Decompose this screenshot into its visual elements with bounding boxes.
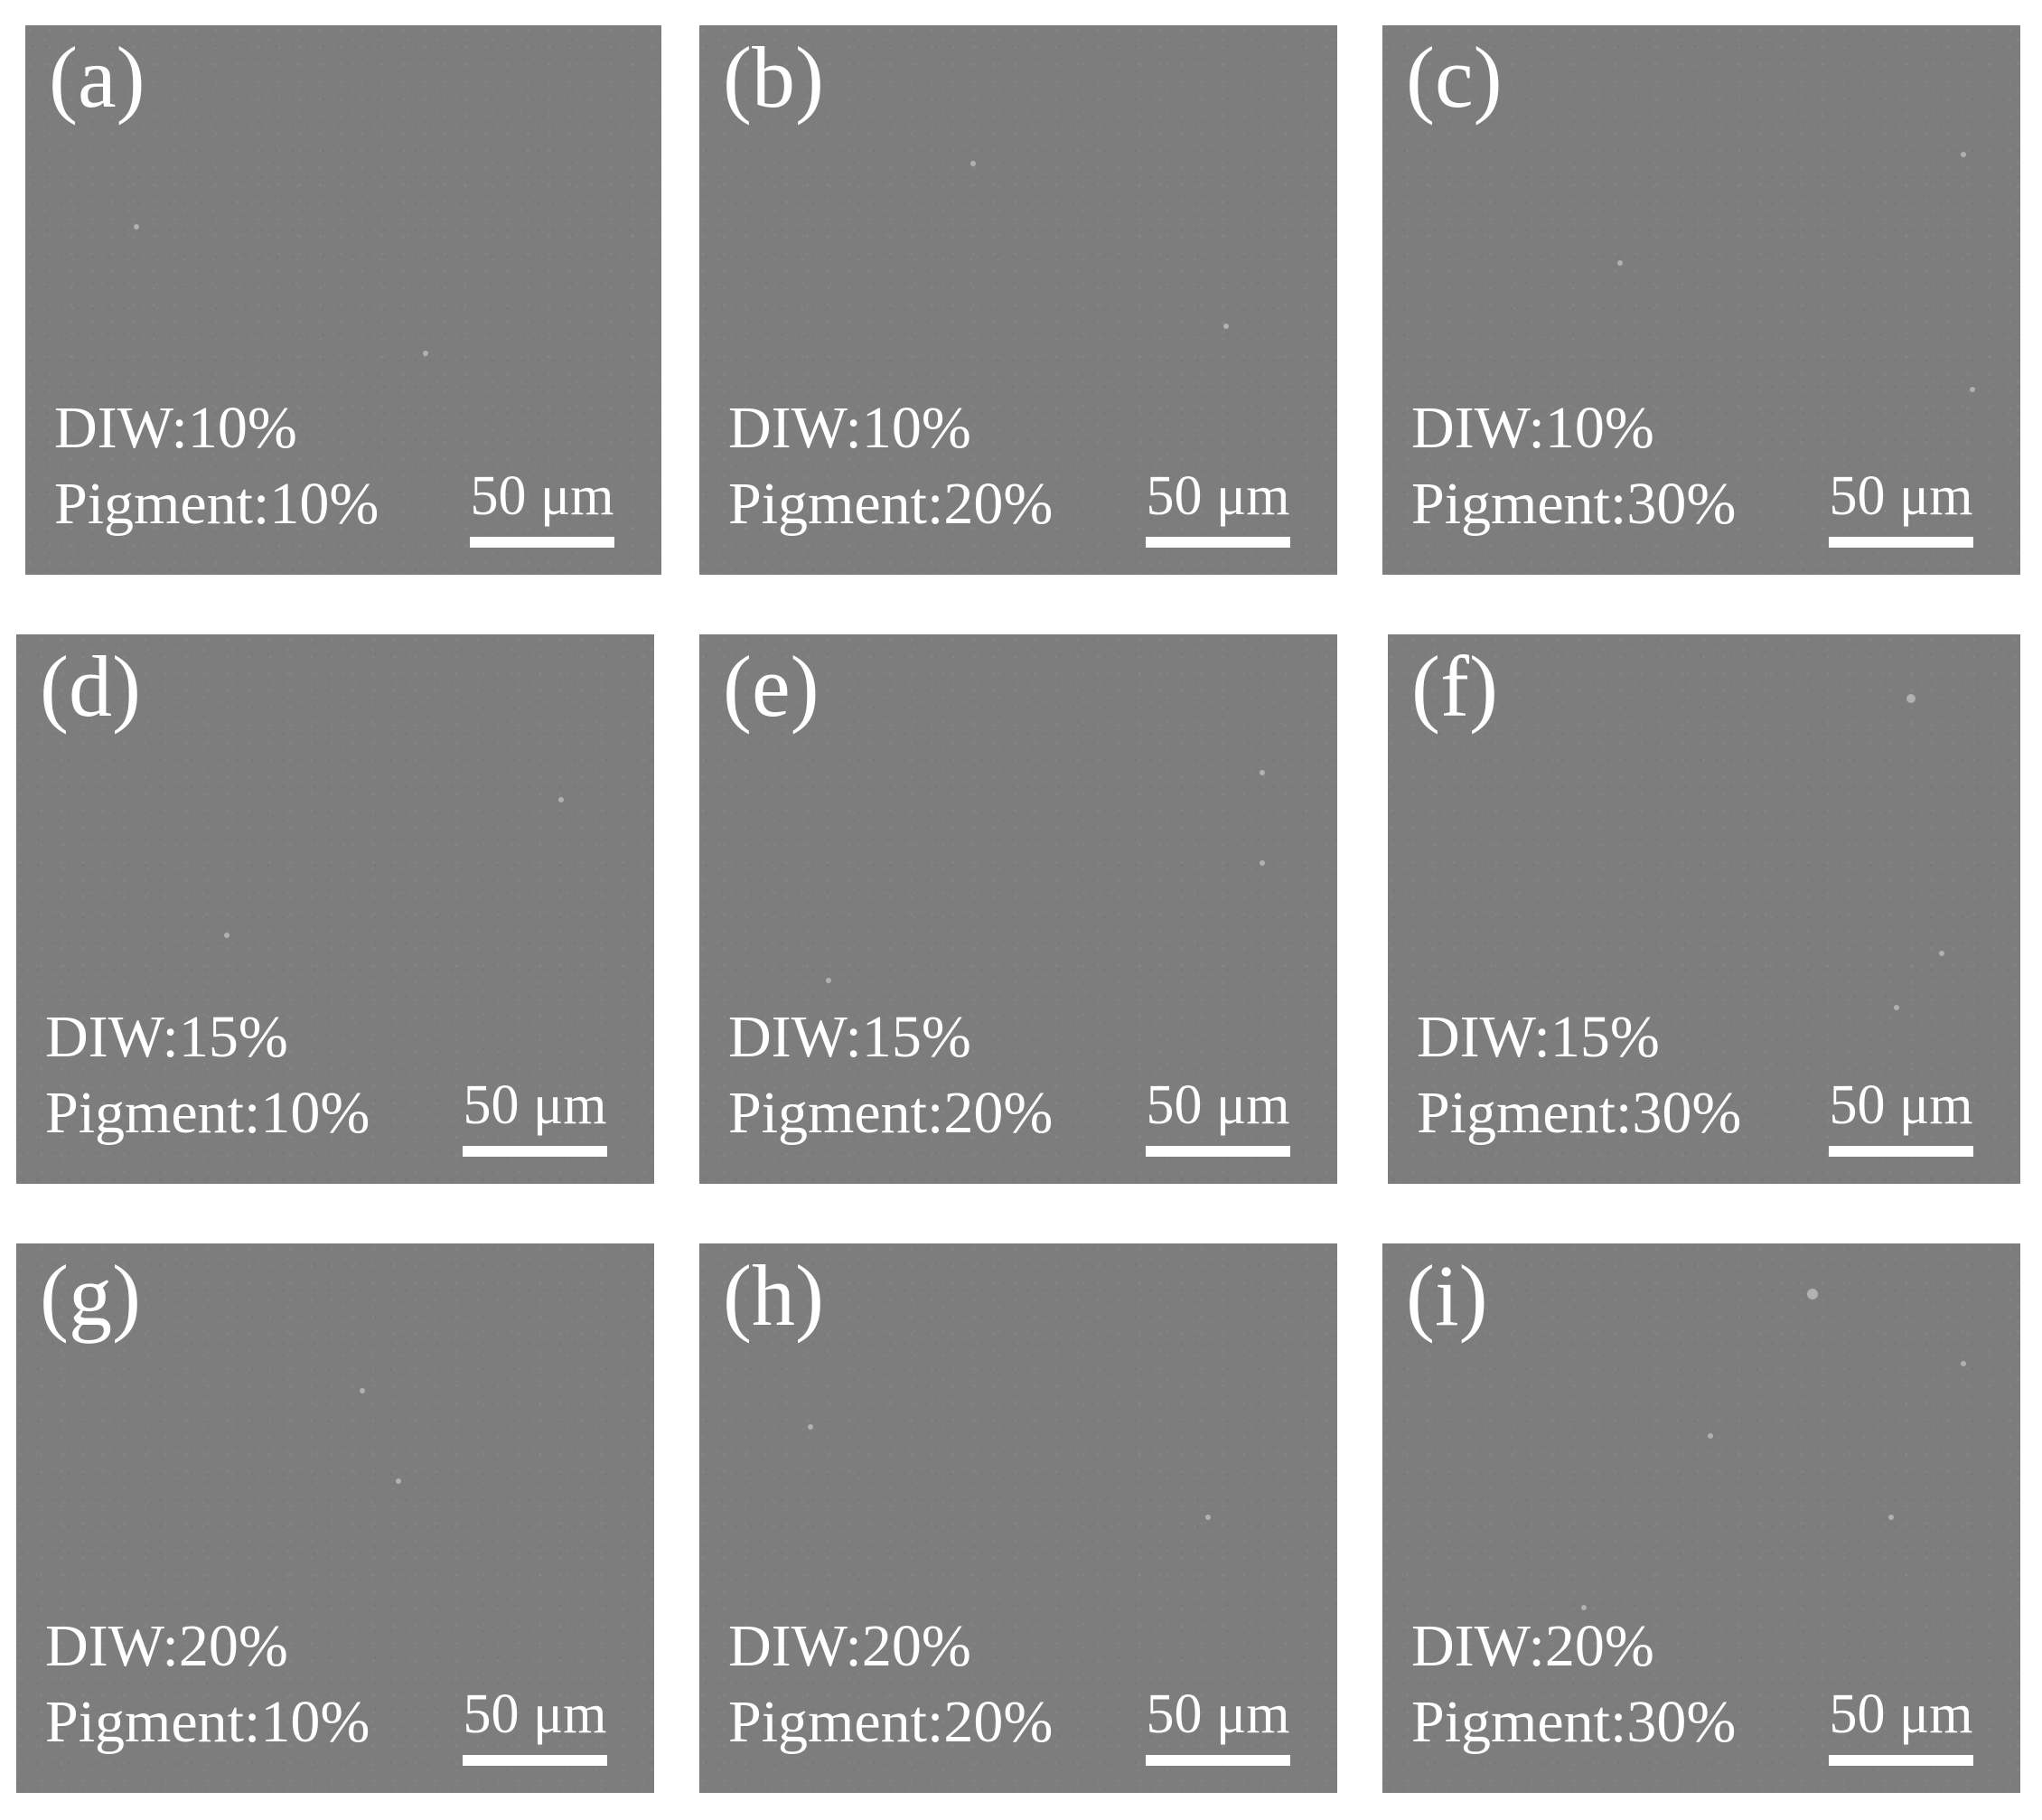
scale-bar [1829, 1146, 1973, 1157]
diw-text: DIW:10% [728, 395, 971, 461]
sem-panel-f: (f) DIW:15% Pigment:30% 50 μm [1388, 634, 2020, 1184]
composition-text: DIW:15% Pigment:20% [728, 999, 1053, 1151]
composition-text: DIW:20% Pigment:10% [45, 1609, 370, 1760]
diw-text: DIW:10% [54, 395, 297, 461]
pigment-text: Pigment:30% [1417, 1080, 1742, 1146]
surface-speck [360, 1388, 365, 1393]
pigment-text: Pigment:30% [1411, 471, 1737, 537]
surface-speck [423, 351, 428, 356]
surface-speck [1708, 1433, 1713, 1439]
scale-bar [1146, 537, 1290, 548]
surface-speck [1581, 1605, 1587, 1610]
scale-bar [463, 1146, 607, 1157]
diw-text: DIW:20% [1411, 1613, 1654, 1679]
scale-label: 50 μm [1146, 1074, 1290, 1136]
panel-label: (e) [723, 638, 820, 735]
sem-panel-b: (b) DIW:10% Pigment:20% 50 μm [699, 25, 1337, 575]
scale-bar-group: 50 μm [1829, 468, 1973, 548]
surface-speck [1906, 694, 1916, 703]
pigment-text: Pigment:10% [45, 1080, 370, 1146]
surface-speck [1970, 387, 1975, 392]
surface-speck [396, 1478, 401, 1484]
panel-label: (c) [1406, 29, 1503, 126]
scale-label: 50 μm [470, 465, 614, 527]
surface-speck [1205, 1515, 1211, 1520]
diw-text: DIW:10% [1411, 395, 1654, 461]
surface-speck [1223, 324, 1229, 329]
scale-bar [470, 537, 614, 548]
composition-text: DIW:10% Pigment:20% [728, 390, 1053, 542]
pigment-text: Pigment:10% [54, 471, 379, 537]
surface-speck [1260, 770, 1265, 775]
diw-text: DIW:20% [728, 1613, 971, 1679]
pigment-text: Pigment:10% [45, 1689, 370, 1755]
panel-label: (b) [723, 29, 824, 126]
scale-label: 50 μm [1829, 465, 1973, 527]
surface-speck [1961, 152, 1966, 157]
surface-speck [1617, 260, 1623, 266]
scale-bar-group: 50 μm [1829, 1686, 1973, 1766]
sem-panel-d: (d) DIW:15% Pigment:10% 50 μm [16, 634, 654, 1184]
sem-panel-g: (g) DIW:20% Pigment:10% 50 μm [16, 1243, 654, 1793]
scale-bar [1829, 537, 1973, 548]
composition-text: DIW:10% Pigment:30% [1411, 390, 1736, 542]
scale-label: 50 μm [463, 1074, 607, 1136]
scale-label: 50 μm [1829, 1074, 1973, 1136]
scale-label: 50 μm [1829, 1684, 1973, 1745]
scale-bar [463, 1755, 607, 1766]
surface-speck [1894, 1005, 1899, 1010]
composition-text: DIW:15% Pigment:30% [1417, 999, 1741, 1151]
scale-bar-group: 50 μm [1146, 1686, 1290, 1766]
diw-text: DIW:15% [1417, 1004, 1660, 1070]
surface-speck [134, 224, 139, 230]
pigment-text: Pigment:20% [728, 1689, 1054, 1755]
surface-speck [970, 161, 976, 166]
scale-bar-group: 50 μm [470, 468, 614, 548]
panel-label: (a) [49, 29, 145, 126]
scale-bar [1146, 1146, 1290, 1157]
surface-speck [1807, 1289, 1818, 1299]
scale-label: 50 μm [1146, 465, 1290, 527]
panel-label: (i) [1406, 1247, 1488, 1344]
panel-label: (g) [40, 1247, 141, 1344]
scale-bar-group: 50 μm [463, 1686, 607, 1766]
surface-speck [808, 1424, 813, 1430]
scale-bar [1146, 1755, 1290, 1766]
sem-panel-h: (h) DIW:20% Pigment:20% 50 μm [699, 1243, 1337, 1793]
sem-panel-c: (c) DIW:10% Pigment:30% 50 μm [1382, 25, 2020, 575]
diw-text: DIW:15% [45, 1004, 288, 1070]
composition-text: DIW:10% Pigment:10% [54, 390, 379, 542]
composition-text: DIW:15% Pigment:10% [45, 999, 370, 1151]
pigment-text: Pigment:20% [728, 471, 1054, 537]
diw-text: DIW:20% [45, 1613, 288, 1679]
scale-bar-group: 50 μm [1829, 1077, 1973, 1157]
scale-bar [1829, 1755, 1973, 1766]
scale-label: 50 μm [1146, 1684, 1290, 1745]
surface-speck [558, 797, 564, 802]
panel-label: (f) [1411, 638, 1498, 735]
scale-bar-group: 50 μm [463, 1077, 607, 1157]
composition-text: DIW:20% Pigment:20% [728, 1609, 1053, 1760]
scale-bar-group: 50 μm [1146, 468, 1290, 548]
surface-speck [224, 933, 229, 938]
scale-bar-group: 50 μm [1146, 1077, 1290, 1157]
scale-label: 50 μm [463, 1684, 607, 1745]
pigment-text: Pigment:20% [728, 1080, 1054, 1146]
panel-label: (d) [40, 638, 141, 735]
panel-label: (h) [723, 1247, 824, 1344]
surface-speck [826, 978, 831, 983]
diw-text: DIW:15% [728, 1004, 971, 1070]
surface-speck [1961, 1361, 1966, 1366]
surface-speck [1260, 860, 1265, 866]
sem-panel-a: (a) DIW:10% Pigment:10% 50 μm [25, 25, 661, 575]
composition-text: DIW:20% Pigment:30% [1411, 1609, 1736, 1760]
surface-speck [1939, 951, 1944, 956]
pigment-text: Pigment:30% [1411, 1689, 1737, 1755]
sem-panel-e: (e) DIW:15% Pigment:20% 50 μm [699, 634, 1337, 1184]
sem-panel-i: (i) DIW:20% Pigment:30% 50 μm [1382, 1243, 2020, 1793]
surface-speck [1888, 1515, 1894, 1520]
